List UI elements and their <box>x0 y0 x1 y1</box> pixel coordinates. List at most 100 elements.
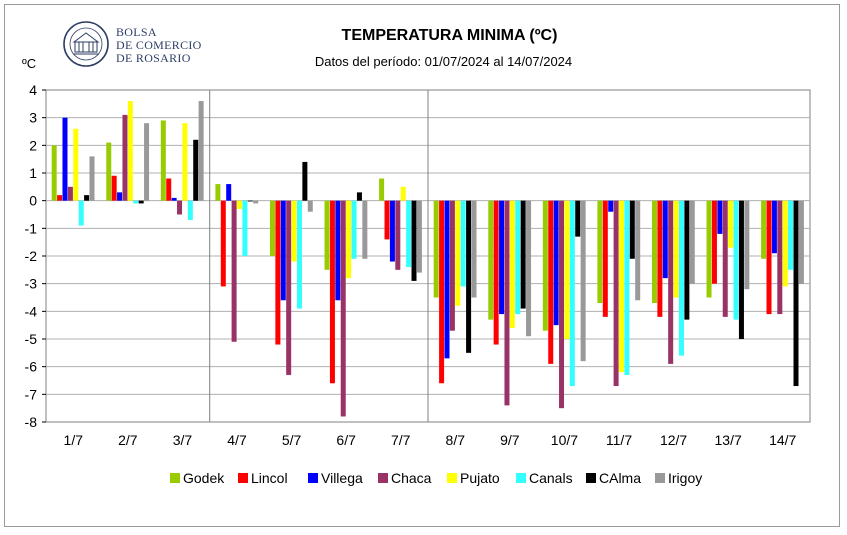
logo-line-1: BOLSA <box>116 25 157 39</box>
bar-chaca <box>668 200 674 364</box>
bar-villega <box>280 200 286 301</box>
legend-swatch-calma <box>586 473 596 483</box>
bar-pujato <box>728 200 734 248</box>
bar-canals <box>78 200 84 226</box>
bar-calma <box>193 139 199 201</box>
y-tick-label: -3 <box>25 276 38 292</box>
bar-lincol <box>602 200 608 317</box>
bar-irigoy <box>416 200 422 273</box>
bar-chaca <box>449 200 455 331</box>
y-tick-label: 2 <box>29 137 37 153</box>
bar-lincol <box>166 178 172 201</box>
y-tick-label: -7 <box>25 386 38 402</box>
bar-calma <box>84 195 90 201</box>
y-tick-label: -6 <box>25 359 38 375</box>
bar-pujato <box>346 200 352 279</box>
x-tick-label: 14/7 <box>769 432 796 448</box>
legend-swatch-godek <box>170 473 180 483</box>
legend-swatch-lincol <box>238 473 248 483</box>
x-tick-label: 6/7 <box>336 432 356 448</box>
y-tick-label: -4 <box>25 303 38 319</box>
bar-villega <box>335 200 341 301</box>
bar-irigoy <box>798 200 804 284</box>
bar-godek <box>651 200 657 304</box>
y-tick-label: 4 <box>29 82 37 98</box>
bar-villega <box>389 200 395 262</box>
bar-villega <box>226 184 232 201</box>
bar-villega <box>117 192 123 201</box>
x-tick-label: 12/7 <box>660 432 687 448</box>
bar-lincol <box>493 200 499 345</box>
bar-pujato <box>127 101 133 201</box>
bar-lincol <box>439 200 445 384</box>
legend-swatch-chaca <box>378 473 388 483</box>
bar-villega <box>771 200 777 254</box>
legend-label-godek: Godek <box>183 470 225 486</box>
bar-lincol <box>275 200 281 345</box>
bar-irigoy <box>744 200 750 290</box>
legend-label-pujato: Pujato <box>460 470 500 486</box>
bar-lincol <box>329 200 335 384</box>
bar-pujato <box>237 200 242 209</box>
bar-pujato <box>673 200 679 298</box>
bar-chaca <box>340 200 346 417</box>
legend-label-chaca: Chaca <box>391 470 432 486</box>
bar-calma <box>738 200 744 339</box>
bar-canals <box>351 200 357 259</box>
x-tick-label: 10/7 <box>551 432 578 448</box>
bar-villega <box>499 200 505 315</box>
legend-swatch-irigoy <box>655 473 665 483</box>
legend-swatch-pujato <box>447 473 457 483</box>
bar-villega <box>171 197 177 201</box>
bar-irigoy <box>526 200 532 337</box>
chart-title: TEMPERATURA MINIMA (ºC) <box>341 27 558 44</box>
logo-line-2: DE COMERCIO <box>116 38 202 52</box>
bar-lincol <box>57 195 63 201</box>
bar-chaca <box>67 186 73 201</box>
bar-godek <box>488 200 494 320</box>
logo-line-3: DE ROSARIO <box>116 51 191 65</box>
bar-godek <box>51 145 57 201</box>
bar-pujato <box>291 200 297 262</box>
y-tick-label: 3 <box>29 110 37 126</box>
bar-godek <box>324 200 330 270</box>
x-tick-label: 7/7 <box>391 432 411 448</box>
bar-irigoy <box>89 156 95 201</box>
bar-godek <box>215 184 221 201</box>
legend-label-calma: CAlma <box>599 470 641 486</box>
bar-irigoy <box>471 200 477 298</box>
y-tick-label: -8 <box>25 414 38 430</box>
bar-godek <box>269 200 275 256</box>
y-tick-label: -2 <box>25 248 38 264</box>
bar-chaca <box>286 200 292 375</box>
bar-calma <box>466 200 472 353</box>
bar-calma <box>575 200 581 237</box>
legend-label-irigoy: Irigoy <box>668 470 702 486</box>
bar-calma <box>302 161 308 201</box>
bar-chaca <box>613 200 619 387</box>
bar-canals <box>788 200 794 270</box>
bar-godek <box>379 178 385 201</box>
bar-godek <box>542 200 548 331</box>
bar-canals <box>133 200 139 204</box>
bar-chaca <box>504 200 510 406</box>
bar-irigoy <box>144 123 150 201</box>
bar-pujato <box>400 186 406 201</box>
bar-canals <box>187 200 193 221</box>
bar-irigoy <box>253 200 259 204</box>
bar-chaca <box>559 200 565 409</box>
bar-calma <box>356 192 362 201</box>
bar-canals <box>624 200 630 375</box>
bar-irigoy <box>580 200 586 362</box>
bar-pujato <box>564 200 570 339</box>
bar-chaca <box>122 114 128 201</box>
bar-irigoy <box>198 101 204 201</box>
y-tick-label: 1 <box>29 165 37 181</box>
bar-villega <box>553 200 559 326</box>
bar-villega <box>62 117 68 201</box>
x-tick-label: 3/7 <box>173 432 193 448</box>
legend-swatch-villega <box>308 473 318 483</box>
bolsa-seal-icon <box>63 21 109 67</box>
bar-calma <box>684 200 690 320</box>
bar-godek <box>106 142 112 201</box>
